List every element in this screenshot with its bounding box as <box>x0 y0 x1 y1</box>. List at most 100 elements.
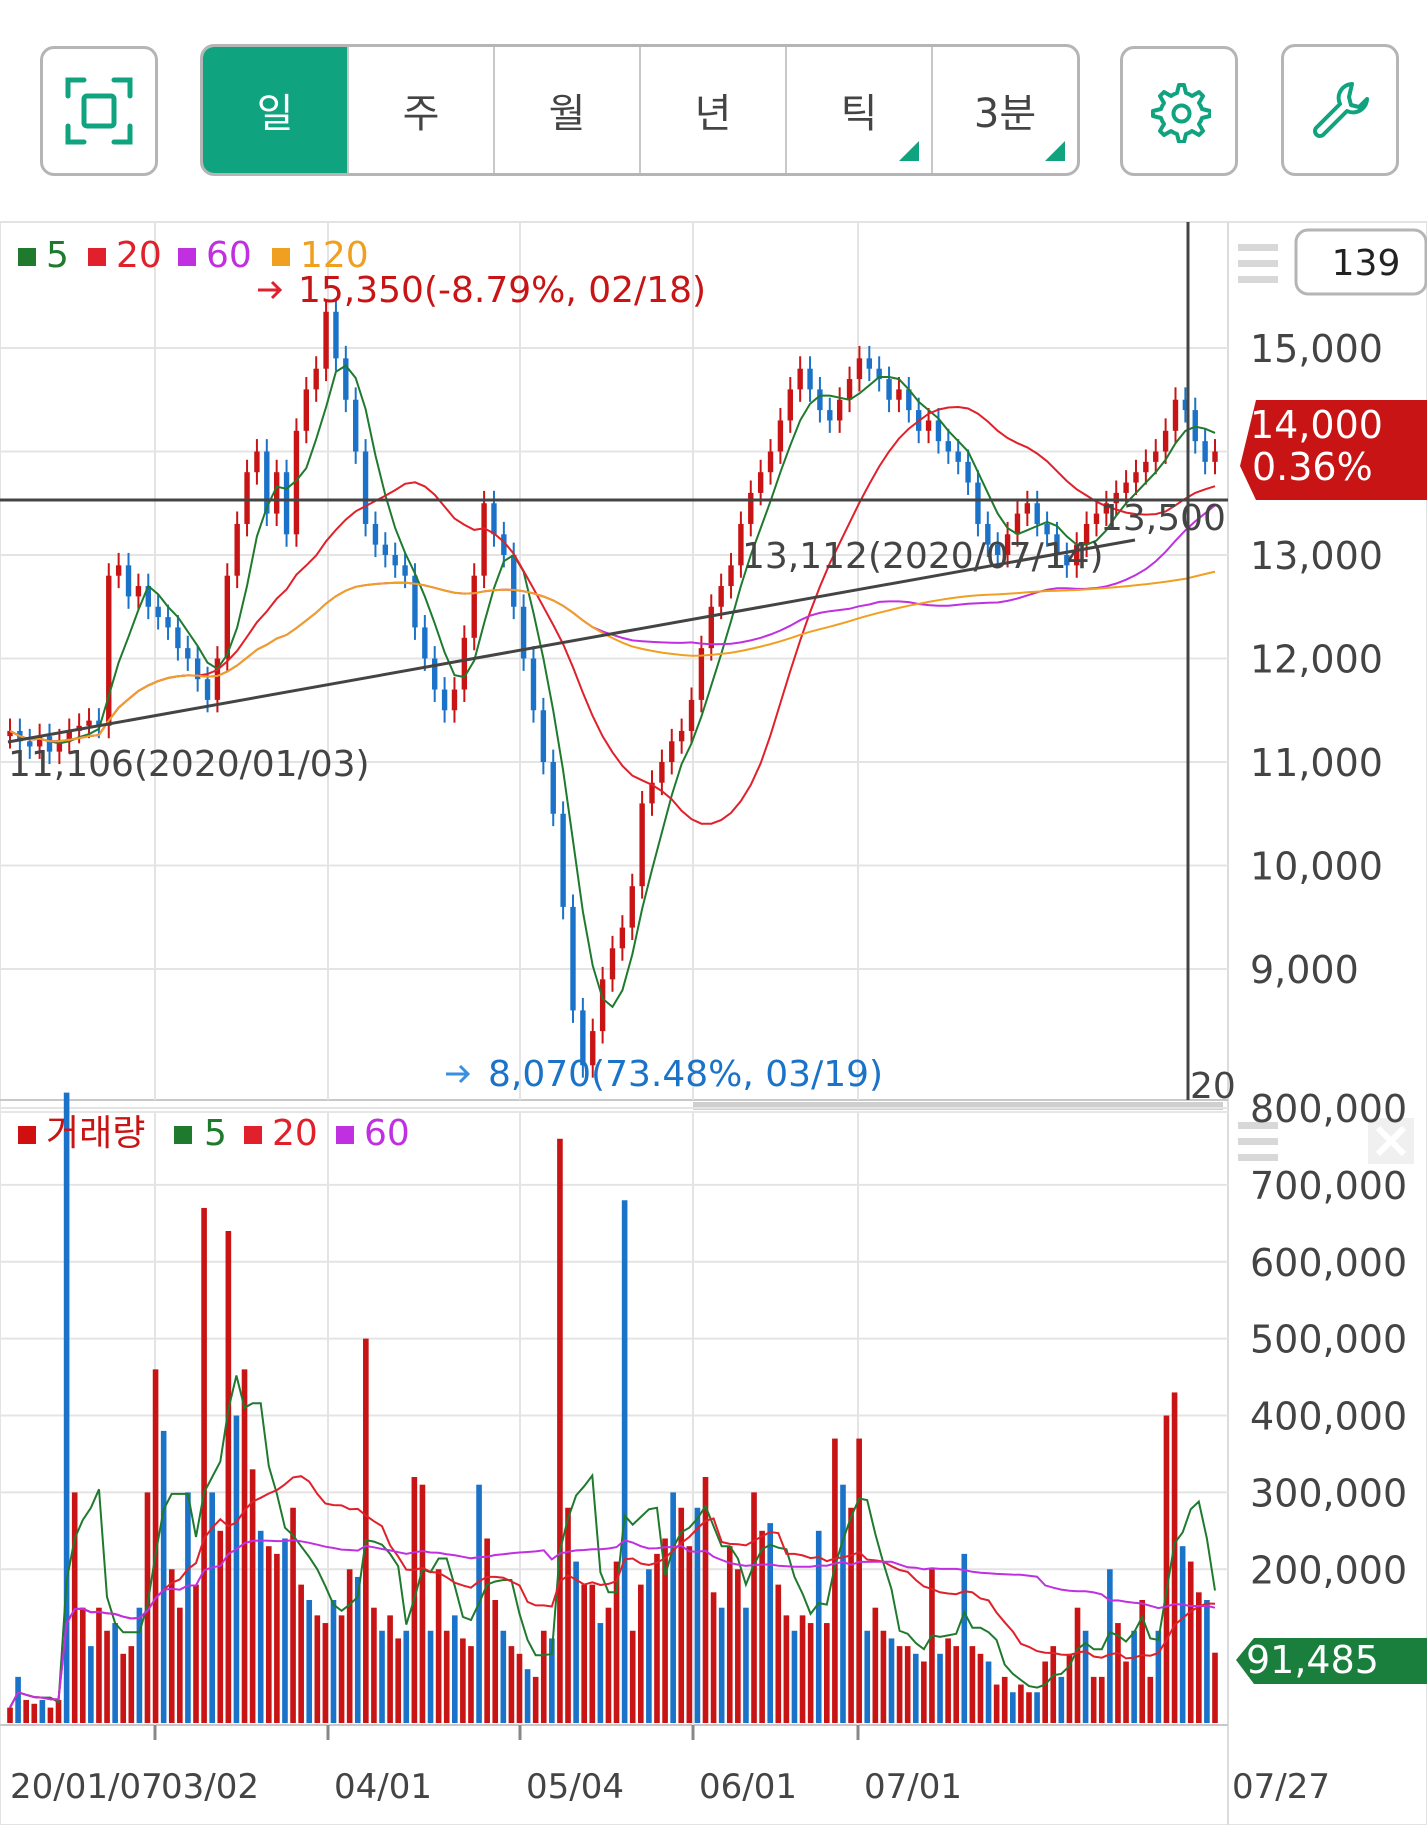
volume-bar <box>79 1607 86 1723</box>
volume-bar <box>888 1638 895 1723</box>
price-tick: 13,000 <box>1250 534 1383 578</box>
candle <box>945 441 952 452</box>
candle <box>194 658 201 680</box>
candle <box>975 482 981 524</box>
volume-tick: 200,000 <box>1250 1548 1407 1592</box>
trend-line[interactable] <box>7 538 1136 744</box>
volume-bar <box>460 1638 466 1723</box>
volume-bar <box>468 1646 474 1723</box>
volume-bar <box>589 1584 596 1723</box>
volume-bar <box>735 1569 741 1723</box>
candle <box>1074 544 1080 566</box>
volume-bar <box>96 1607 102 1723</box>
volume-bar <box>508 1646 515 1723</box>
fullscreen-button[interactable] <box>40 46 158 176</box>
volume-tick: 700,000 <box>1250 1164 1407 1208</box>
candle <box>669 741 675 762</box>
candle <box>303 389 310 431</box>
candle <box>698 648 705 700</box>
volume-bar <box>1115 1623 1121 1723</box>
date-tick: 05/04 <box>526 1767 624 1807</box>
volume-bar <box>581 1584 588 1723</box>
candle <box>362 451 369 524</box>
volume-bar <box>993 1684 1000 1723</box>
volume-bar <box>694 1507 701 1723</box>
splitter-handle[interactable] <box>693 1102 1223 1110</box>
volume-bar <box>1212 1652 1218 1723</box>
candle <box>27 741 33 747</box>
candle <box>106 575 112 726</box>
candle <box>856 358 863 380</box>
volume-bar <box>209 1492 215 1723</box>
volume-bar <box>921 1661 927 1723</box>
volume-bar <box>929 1569 935 1723</box>
date-tick: 06/01 <box>699 1767 797 1807</box>
volume-bar <box>1155 1630 1162 1723</box>
volume-bar <box>120 1653 127 1723</box>
settings-button[interactable] <box>1120 46 1238 176</box>
volume-bar <box>1131 1630 1137 1723</box>
tab-4[interactable]: 틱 <box>787 47 933 173</box>
tab-2[interactable]: 월 <box>495 47 641 173</box>
volume-bar <box>621 1200 628 1723</box>
candle <box>886 379 892 400</box>
volume-bar <box>516 1653 523 1723</box>
volume-bar <box>443 1630 450 1723</box>
volume-panel-menu-icon[interactable] <box>1238 1122 1278 1161</box>
tab-1[interactable]: 주 <box>349 47 495 173</box>
price-panel-menu-icon[interactable] <box>1238 244 1278 283</box>
volume-bar <box>702 1477 709 1723</box>
ma-120-line <box>9 570 1216 743</box>
volume-bar <box>597 1623 604 1723</box>
volume-bar <box>354 1576 361 1723</box>
volume-bar <box>718 1607 725 1723</box>
candle <box>1044 523 1050 535</box>
tools-button[interactable] <box>1281 44 1399 176</box>
candle <box>451 689 458 711</box>
volume-bar <box>15 1676 21 1723</box>
candle <box>935 420 942 442</box>
volume-bar <box>678 1507 685 1723</box>
candle <box>313 368 319 390</box>
visible-count-box[interactable] <box>1294 228 1427 296</box>
candle <box>382 544 389 555</box>
tab-3[interactable]: 년 <box>641 47 787 173</box>
volume-bar <box>856 1438 862 1723</box>
volume-bar <box>1163 1415 1170 1723</box>
candle <box>293 430 300 535</box>
volume-bar <box>629 1630 636 1723</box>
candle <box>807 368 813 390</box>
candle <box>244 472 250 524</box>
volume-bar <box>1179 1546 1186 1723</box>
candle <box>925 420 932 431</box>
tab-0[interactable]: 일 <box>203 47 349 173</box>
volume-bar <box>985 1661 992 1723</box>
volume-bar <box>540 1630 547 1723</box>
volume-bar <box>282 1538 288 1723</box>
candle <box>501 534 507 555</box>
volume-bars <box>7 1092 1218 1723</box>
period-tabs: 일 주 월 년 틱 3분 <box>200 44 1080 176</box>
high-label: 15,350(-8.79%, 02/18) <box>298 270 706 311</box>
volume-bar <box>193 1584 199 1723</box>
close-panel-icon[interactable] <box>1368 1118 1414 1164</box>
volume-bar <box>39 1699 46 1723</box>
current-price-badge <box>1240 400 1427 500</box>
tab-5[interactable]: 3분 <box>933 47 1077 173</box>
volume-bar <box>403 1630 410 1723</box>
ma-5-line <box>9 364 1216 1009</box>
candle <box>155 606 161 618</box>
low-label: 8,070(73.48%, 03/19) <box>488 1054 883 1095</box>
volume-bar <box>1204 1600 1210 1723</box>
volume-bar <box>177 1607 183 1723</box>
candle <box>827 410 833 421</box>
volume-bar <box>573 1561 579 1723</box>
tab-label: 3분 <box>973 91 1037 137</box>
price-tick: 9,000 <box>1250 948 1359 992</box>
candle <box>402 565 408 576</box>
crosshair-date-label: 20 <box>1190 1066 1236 1107</box>
volume-bar <box>1058 1676 1065 1723</box>
candle <box>1143 461 1149 473</box>
volume-bar <box>532 1676 539 1723</box>
